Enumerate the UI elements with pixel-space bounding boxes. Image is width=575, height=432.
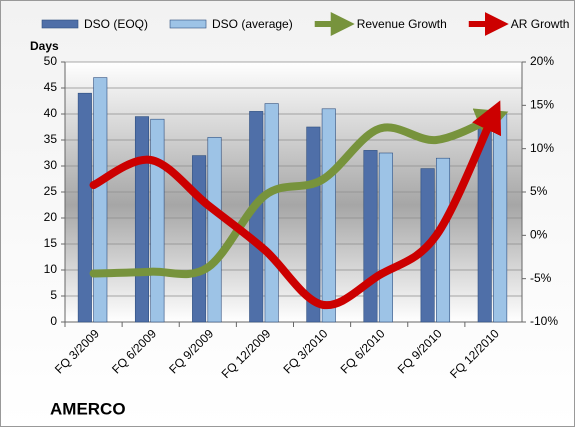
legend-item: Revenue Growth xyxy=(314,12,447,36)
bar xyxy=(493,113,508,323)
y-tick-label: 25 xyxy=(44,184,58,198)
y2-tick-label: 5% xyxy=(530,184,548,198)
bar xyxy=(192,155,207,323)
legend-label: DSO (EOQ) xyxy=(84,17,148,31)
y2-tick-label: 20% xyxy=(530,54,554,68)
y-tick-label: 30 xyxy=(44,158,58,172)
bar xyxy=(378,152,393,323)
bar xyxy=(134,116,149,323)
y-tick-label: 45 xyxy=(44,80,58,94)
bar xyxy=(436,157,451,323)
y-tick-label: 5 xyxy=(50,288,57,302)
line xyxy=(89,100,502,310)
y-axis-label: Days xyxy=(30,39,59,53)
bar xyxy=(363,150,378,323)
bar xyxy=(321,108,336,323)
y2-tick-label: -5% xyxy=(530,271,552,285)
y2-tick-label: -10% xyxy=(530,314,558,328)
legend-item: DSO (EOQ) xyxy=(41,17,148,31)
chart-title: AMERCO xyxy=(50,399,126,418)
bar xyxy=(207,137,222,323)
legend-label: Revenue Growth xyxy=(357,17,447,31)
y-tick-label: 50 xyxy=(44,54,58,68)
y-tick-label: 10 xyxy=(44,262,58,276)
y2-tick-label: 0% xyxy=(530,228,548,242)
bar xyxy=(264,103,279,323)
y2-tick-label: 15% xyxy=(530,98,554,112)
line xyxy=(89,108,509,279)
legend-item: AR Growth xyxy=(468,12,570,36)
bar xyxy=(306,126,321,323)
bar xyxy=(93,77,108,323)
legend-swatch xyxy=(169,19,207,29)
bar xyxy=(150,118,165,323)
y-tick-label: 20 xyxy=(44,210,58,224)
y-tick-label: 15 xyxy=(44,236,58,250)
legend-swatch xyxy=(41,19,79,29)
legend-label: DSO (average) xyxy=(212,17,293,31)
y-tick-label: 0 xyxy=(50,314,57,328)
bar xyxy=(77,92,92,323)
legend-label: AR Growth xyxy=(511,17,570,31)
legend-item: DSO (average) xyxy=(169,17,293,31)
y2-tick-label: 10% xyxy=(530,141,554,155)
y-tick-label: 40 xyxy=(44,106,58,120)
y-tick-label: 35 xyxy=(44,132,58,146)
